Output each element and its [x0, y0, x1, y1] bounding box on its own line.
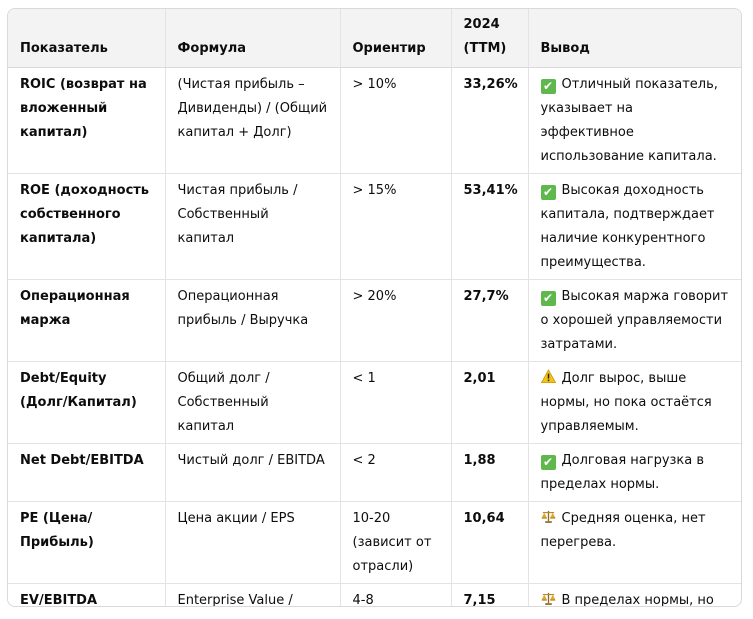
formula-cell: Чистый долг / EBITDA — [165, 443, 341, 502]
target-cell: < 2 — [340, 443, 452, 502]
conclusion-cell: ✔ Высокая маржа говорит о хорошей управля… — [528, 279, 741, 362]
header-value: 2024 (TTM) — [451, 9, 529, 68]
check-icon: ✔ — [540, 185, 556, 200]
conclusion-text: Долг вырос, выше нормы, но пока остаётся… — [540, 371, 712, 434]
target-cell: > 15% — [340, 173, 452, 280]
conclusion-text: Средняя оценка, нет перегрева. — [540, 511, 706, 550]
conclusion-text: Отличный показатель, указывает на эффект… — [540, 77, 718, 164]
formula-cell: Операционная прибыль / Выручка — [165, 279, 341, 362]
value-cell: 2,01 — [451, 361, 529, 444]
scales-icon — [541, 509, 556, 524]
conclusion-cell: В пределах нормы, но ближе к верхней гра… — [528, 584, 741, 607]
target-cell: > 20% — [340, 279, 452, 362]
metric-cell: PE (Цена/Прибыль) — [8, 501, 166, 584]
header-conclusion: Вывод — [528, 9, 741, 68]
value-cell: 10,64 — [451, 501, 529, 584]
table-header-row: Показатель Формула Ориентир 2024 (TTM) В… — [8, 9, 741, 68]
metrics-table-container: Показатель Формула Ориентир 2024 (TTM) В… — [7, 8, 742, 607]
target-cell: > 10% — [340, 67, 452, 174]
check-icon: ✔ — [540, 291, 556, 306]
table-row: Net Debt/EBITDA Чистый долг / EBITDA < 2… — [8, 443, 741, 502]
metrics-table: Показатель Формула Ориентир 2024 (TTM) В… — [8, 9, 741, 607]
metric-cell: Операционная маржа — [8, 279, 166, 362]
value-cell: 53,41% — [451, 173, 529, 280]
table-row: ROE (доходность собственного капитала) Ч… — [8, 173, 741, 280]
warning-icon — [540, 369, 556, 384]
check-icon: ✔ — [540, 79, 556, 94]
metric-cell: EV/EBITDA — [8, 583, 166, 606]
header-metric: Показатель — [8, 9, 166, 68]
check-icon: ✔ — [540, 455, 556, 470]
target-cell: 10-20 (зависит от отрасли) — [340, 501, 452, 584]
conclusion-cell: ✔ Отличный показатель, указывает на эффек… — [528, 67, 741, 174]
conclusion-cell: Средняя оценка, нет перегрева. — [528, 501, 741, 584]
formula-cell: Цена акции / EPS — [165, 501, 341, 584]
conclusion-text: Высокая маржа говорит о хорошей управляе… — [540, 289, 729, 352]
conclusion-text: Высокая доходность капитала, подтверждае… — [540, 183, 715, 270]
header-formula: Формула — [165, 9, 341, 68]
formula-cell: Общий долг / Собственный капитал — [165, 361, 341, 444]
table-row: Операционная маржа Операционная прибыль … — [8, 279, 741, 362]
table-row: Debt/Equity (Долг/Капитал) Общий долг / … — [8, 361, 741, 444]
value-cell: 1,88 — [451, 443, 529, 502]
conclusion-text: Долговая нагрузка в пределах нормы. — [540, 453, 705, 492]
conclusion-cell: ✔ Долговая нагрузка в пределах нормы. — [528, 443, 741, 502]
metric-cell: ROE (доходность собственного капитала) — [8, 173, 166, 280]
value-cell: 27,7% — [451, 279, 529, 362]
metric-cell: Debt/Equity (Долг/Капитал) — [8, 361, 166, 444]
formula-cell: Чистая прибыль / Собственный капитал — [165, 173, 341, 280]
table-row: ROIC (возврат на вложенный капитал) (Чис… — [8, 67, 741, 174]
conclusion-cell: Долг вырос, выше нормы, но пока остаётся… — [528, 361, 741, 444]
formula-cell: Enterprise Value / EBITDA — [165, 583, 341, 606]
value-cell: 33,26% — [451, 67, 529, 174]
formula-cell: (Чистая прибыль – Дивиденды) / (Общий ка… — [165, 67, 341, 174]
target-cell: 4-8 — [340, 583, 452, 606]
header-target: Ориентир — [340, 9, 452, 68]
metric-cell: Net Debt/EBITDA — [8, 443, 166, 502]
table-row: PE (Цена/Прибыль) Цена акции / EPS 10-20… — [8, 501, 741, 584]
value-cell: 7,15 — [451, 583, 529, 606]
target-cell: < 1 — [340, 361, 452, 444]
scales-icon — [541, 591, 556, 606]
conclusion-text: В пределах нормы, но ближе к верхней гра… — [561, 593, 714, 607]
metric-cell: ROIC (возврат на вложенный капитал) — [8, 67, 166, 174]
table-row: EV/EBITDA Enterprise Value / EBITDA 4-8 … — [8, 583, 741, 607]
conclusion-cell: ✔ Высокая доходность капитала, подтвержда… — [528, 173, 741, 280]
